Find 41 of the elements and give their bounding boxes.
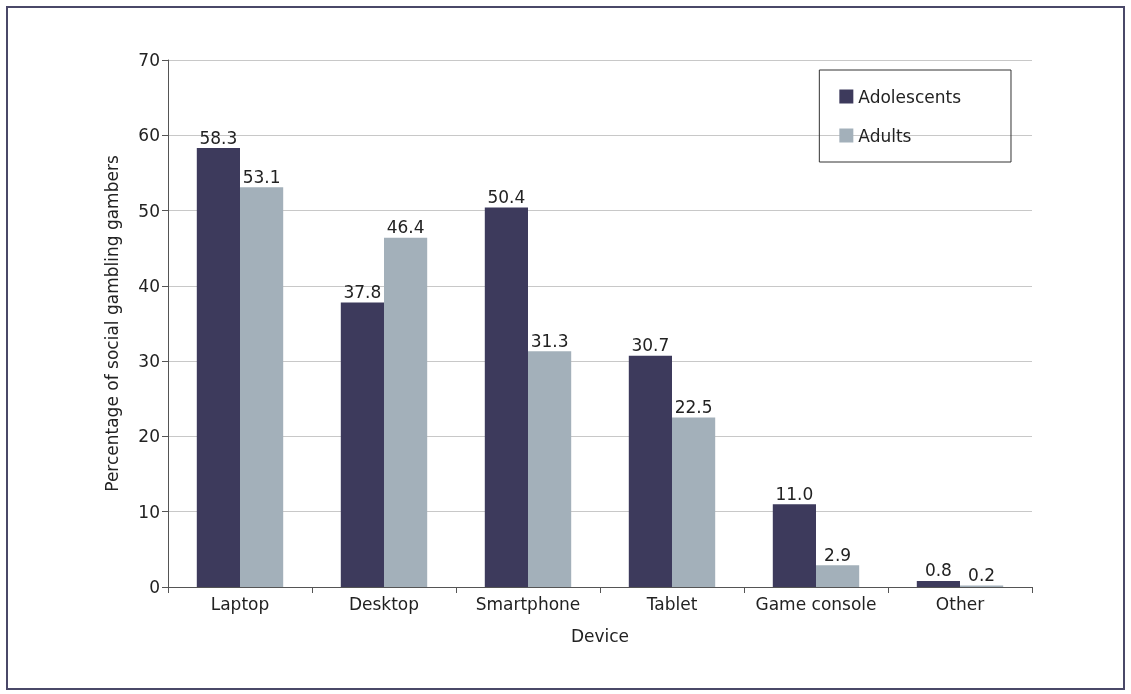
data-label: 46.4: [386, 217, 425, 238]
bar: [528, 351, 572, 587]
bar: [916, 580, 960, 587]
bar: [240, 187, 284, 587]
y-tick-label: 60: [138, 125, 160, 146]
data-label: 0.8: [924, 560, 952, 581]
y-tick-label: 0: [149, 577, 160, 597]
y-tick-label: 50: [138, 200, 160, 221]
bar: [816, 565, 860, 587]
data-label: 11.0: [775, 483, 814, 504]
data-label: 2.9: [824, 544, 852, 565]
data-label: 31.3: [530, 330, 569, 351]
bar: [772, 504, 816, 587]
bar: [384, 237, 428, 587]
bar: [672, 417, 716, 587]
legend-label: Adolescents: [858, 86, 962, 107]
bar: [196, 148, 240, 587]
bar: [484, 207, 528, 587]
x-tick-label: Game console: [755, 593, 877, 614]
bar: [628, 355, 672, 587]
y-axis-title: Percentage of social gambling gambers: [101, 155, 122, 492]
y-tick-label: 10: [138, 501, 160, 522]
data-label: 22.5: [674, 397, 713, 418]
data-label: 37.8: [343, 281, 382, 302]
y-tick-label: 40: [138, 275, 160, 296]
bar: [340, 302, 384, 587]
x-tick-label: Other: [935, 593, 985, 614]
data-label: 53.1: [242, 166, 281, 187]
data-label: 0.2: [968, 564, 996, 585]
data-label: 50.4: [487, 187, 526, 208]
x-tick-label: Laptop: [210, 593, 270, 614]
data-label: 30.7: [631, 335, 670, 356]
data-label: 58.3: [199, 127, 238, 148]
x-axis-title: Device: [570, 625, 630, 646]
y-tick-label: 20: [138, 426, 160, 447]
x-tick-label: Desktop: [348, 593, 420, 614]
y-tick-label: 70: [138, 50, 160, 70]
y-tick-label: 30: [138, 351, 160, 372]
x-tick-label: Smartphone: [475, 593, 581, 614]
legend-label: Adults: [858, 125, 912, 146]
x-tick-label: Tablet: [645, 593, 698, 614]
